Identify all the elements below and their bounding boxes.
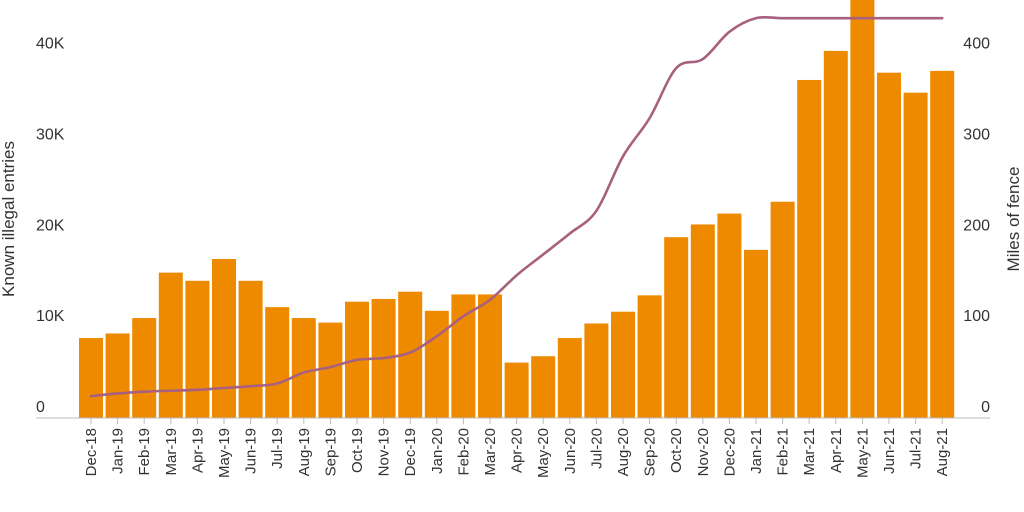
left-tick-label: 30K bbox=[36, 126, 65, 143]
bar-sep-19 bbox=[318, 322, 343, 418]
bar-jun-21 bbox=[877, 72, 901, 419]
x-tick-label-jun-21: Jun-21 bbox=[881, 428, 898, 474]
left-axis-ticks: 0 10K 20K 30K 40K bbox=[36, 36, 65, 416]
x-tick-label-nov-19: Nov-19 bbox=[376, 428, 393, 476]
x-tick-label-feb-19: Feb-19 bbox=[136, 428, 153, 476]
bar-may-21 bbox=[850, 0, 875, 418]
bar-jun-19 bbox=[238, 280, 263, 418]
bar-aug-21 bbox=[930, 70, 955, 418]
x-tick-label-may-19: May-19 bbox=[216, 428, 233, 478]
bar-jan-20 bbox=[424, 310, 449, 418]
x-tick-label-may-20: May-20 bbox=[535, 428, 552, 478]
bar-mar-19 bbox=[158, 272, 183, 418]
x-tick-label-feb-21: Feb-21 bbox=[775, 428, 792, 476]
x-tick-label-jan-21: Jan-21 bbox=[748, 428, 765, 474]
x-tick-label-nov-20: Nov-20 bbox=[695, 428, 712, 476]
y-axis-title-left: Known illegal entries bbox=[0, 141, 18, 297]
x-axis-ticks: Dec-18 Jan-19 Feb-19 Mar-19 Apr-19 May-19 Jun-… bbox=[83, 418, 951, 478]
bar-aug-20 bbox=[611, 311, 635, 418]
bar-apr-20 bbox=[504, 362, 529, 418]
x-tick-label-may-21: May-21 bbox=[854, 428, 871, 478]
x-tick-label-jan-19: Jan-19 bbox=[110, 428, 127, 474]
right-tick-label: 200 bbox=[963, 217, 990, 234]
x-tick-label-apr-21: Apr-21 bbox=[828, 428, 845, 473]
x-tick-label-sep-19: Sep-19 bbox=[322, 428, 339, 476]
bar-jan-21 bbox=[744, 249, 768, 418]
bar-may-19 bbox=[212, 258, 236, 418]
x-tick-label-jul-20: Jul-20 bbox=[588, 428, 605, 469]
x-tick-label-apr-19: Apr-19 bbox=[189, 428, 206, 473]
bars-group bbox=[79, 0, 955, 419]
bar-apr-21 bbox=[823, 50, 848, 418]
bar-feb-21 bbox=[770, 201, 795, 418]
bar-jul-19 bbox=[265, 307, 290, 418]
x-tick-label-mar-19: Mar-19 bbox=[163, 428, 180, 476]
left-tick-label: 20K bbox=[36, 217, 65, 234]
x-tick-label-sep-20: Sep-20 bbox=[642, 428, 659, 476]
y-axis-title-right: Miles of fence bbox=[1004, 167, 1023, 272]
bar-mar-20 bbox=[478, 294, 502, 418]
bar-sep-20 bbox=[637, 295, 662, 418]
x-tick-label-dec-18: Dec-18 bbox=[83, 428, 100, 476]
bar-jul-20 bbox=[584, 323, 609, 418]
left-tick-label: 40K bbox=[36, 36, 65, 53]
bar-jul-21 bbox=[903, 92, 928, 419]
bar-mar-21 bbox=[797, 79, 822, 419]
bar-jan-19 bbox=[105, 333, 130, 418]
right-tick-label: 100 bbox=[963, 308, 990, 325]
series-line-miles-of-fence bbox=[89, 15, 944, 398]
right-tick-label: 0 bbox=[981, 399, 990, 416]
bar-dec-18 bbox=[79, 338, 103, 418]
right-tick-label: 300 bbox=[963, 126, 990, 143]
x-tick-label-oct-19: Oct-19 bbox=[349, 428, 366, 473]
right-axis-ticks: 0 100 200 300 400 bbox=[963, 36, 990, 416]
x-tick-label-jun-19: Jun-19 bbox=[243, 428, 260, 474]
x-tick-label-feb-20: Feb-20 bbox=[455, 428, 472, 476]
x-tick-label-jun-20: Jun-20 bbox=[562, 428, 579, 474]
x-tick-label-aug-21: Aug-21 bbox=[934, 428, 951, 476]
bar-feb-19 bbox=[132, 318, 157, 418]
bar-aug-19 bbox=[291, 318, 316, 418]
left-tick-label: 0 bbox=[36, 399, 45, 416]
x-tick-label-apr-20: Apr-20 bbox=[509, 428, 526, 473]
bar-may-20 bbox=[531, 356, 556, 418]
left-tick-label: 10K bbox=[36, 308, 65, 325]
x-tick-label-dec-19: Dec-19 bbox=[402, 428, 419, 476]
x-tick-label-jul-21: Jul-21 bbox=[908, 428, 925, 469]
x-tick-label-jan-20: Jan-20 bbox=[429, 428, 446, 474]
bar-feb-20 bbox=[451, 294, 476, 418]
x-tick-label-mar-20: Mar-20 bbox=[482, 428, 499, 476]
x-tick-label-dec-20: Dec-20 bbox=[721, 428, 738, 476]
bar-dec-20 bbox=[717, 213, 742, 418]
bar-nov-20 bbox=[690, 224, 715, 418]
x-tick-label-oct-20: Oct-20 bbox=[668, 428, 685, 473]
x-tick-label-aug-19: Aug-19 bbox=[296, 428, 313, 476]
bar-apr-19 bbox=[185, 280, 210, 418]
bar-jun-20 bbox=[557, 338, 582, 418]
x-tick-label-jul-19: Jul-19 bbox=[269, 428, 286, 469]
bar-oct-20 bbox=[664, 237, 689, 418]
x-tick-label-aug-20: Aug-20 bbox=[615, 428, 632, 476]
x-tick-label-mar-21: Mar-21 bbox=[801, 428, 818, 476]
right-tick-label: 400 bbox=[963, 36, 990, 53]
